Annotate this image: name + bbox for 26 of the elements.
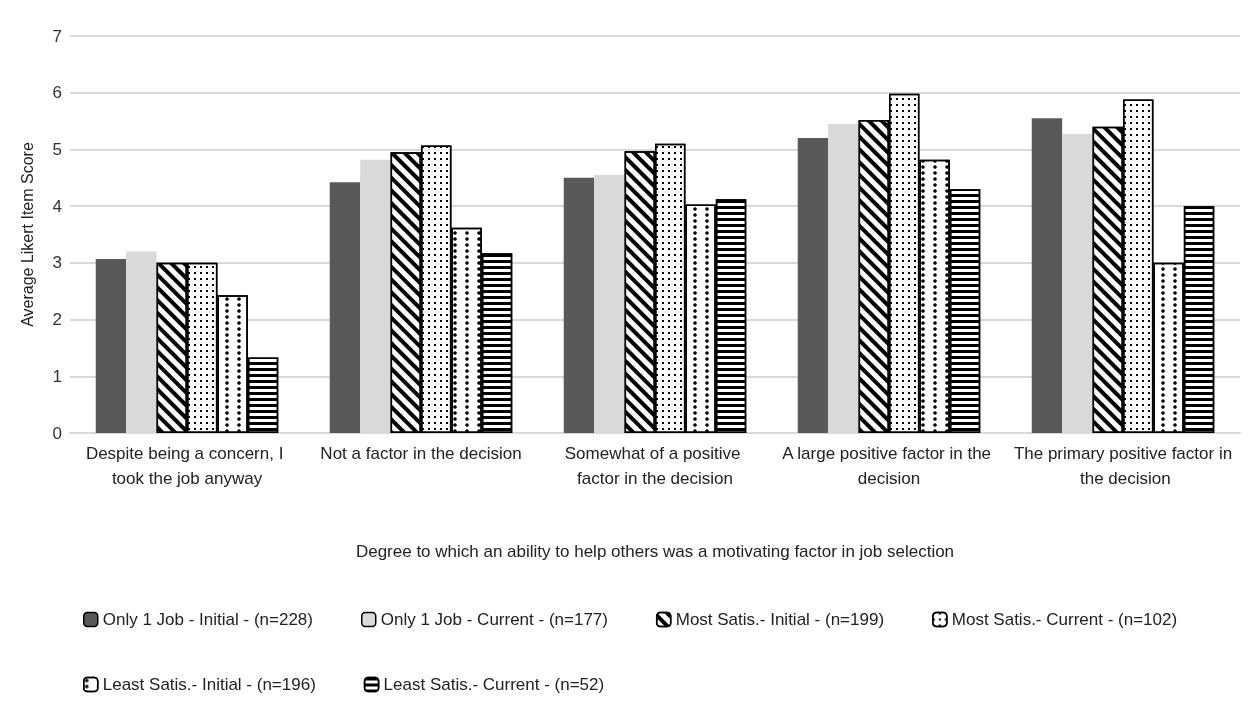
y-tick-label: 0 — [52, 423, 62, 443]
y-tick-label: 6 — [52, 83, 62, 103]
x-tick-label: Not a factor in the decision — [320, 444, 522, 463]
legend-label: Only 1 Job - Current - (n=177) — [380, 610, 608, 629]
x-tick-label: Somewhat of a positive factor in the decision — [564, 444, 746, 488]
bar — [797, 138, 829, 433]
x-tick-label: A large positive factor in the decision — [782, 444, 996, 488]
legend-label: Least Satis.- Current - (n=52) — [383, 675, 605, 694]
legend-label: Least Satis.- Initial - (n=196) — [102, 675, 316, 694]
y-tick-label: 5 — [52, 139, 62, 159]
y-tick-label: 1 — [52, 366, 62, 386]
y-tick-label: 3 — [52, 253, 62, 273]
bar — [95, 258, 127, 433]
x-tick-label: Despite being a concern, I took the job anyway — [85, 444, 289, 488]
legend-label: Most Satis.- Initial - (n=199) — [675, 610, 885, 629]
x-tick-label: The primary positive factor in the decision — [1013, 444, 1233, 488]
legend-label: Most Satis.- Current - (n=102) — [951, 610, 1178, 629]
legend-label: Only 1 Job - Initial - (n=228) — [102, 610, 313, 629]
bar — [1031, 118, 1063, 433]
bar — [563, 177, 595, 433]
y-axis-title: Average Likert Item Score — [18, 142, 36, 327]
y-tick-label: 2 — [52, 310, 62, 330]
y-tick-label: 7 — [52, 26, 62, 46]
y-tick-label: 4 — [52, 196, 62, 216]
bar — [329, 182, 361, 433]
x-axis-title: Degree to which an ability to help others was a motivating factor in job selection — [355, 542, 955, 561]
